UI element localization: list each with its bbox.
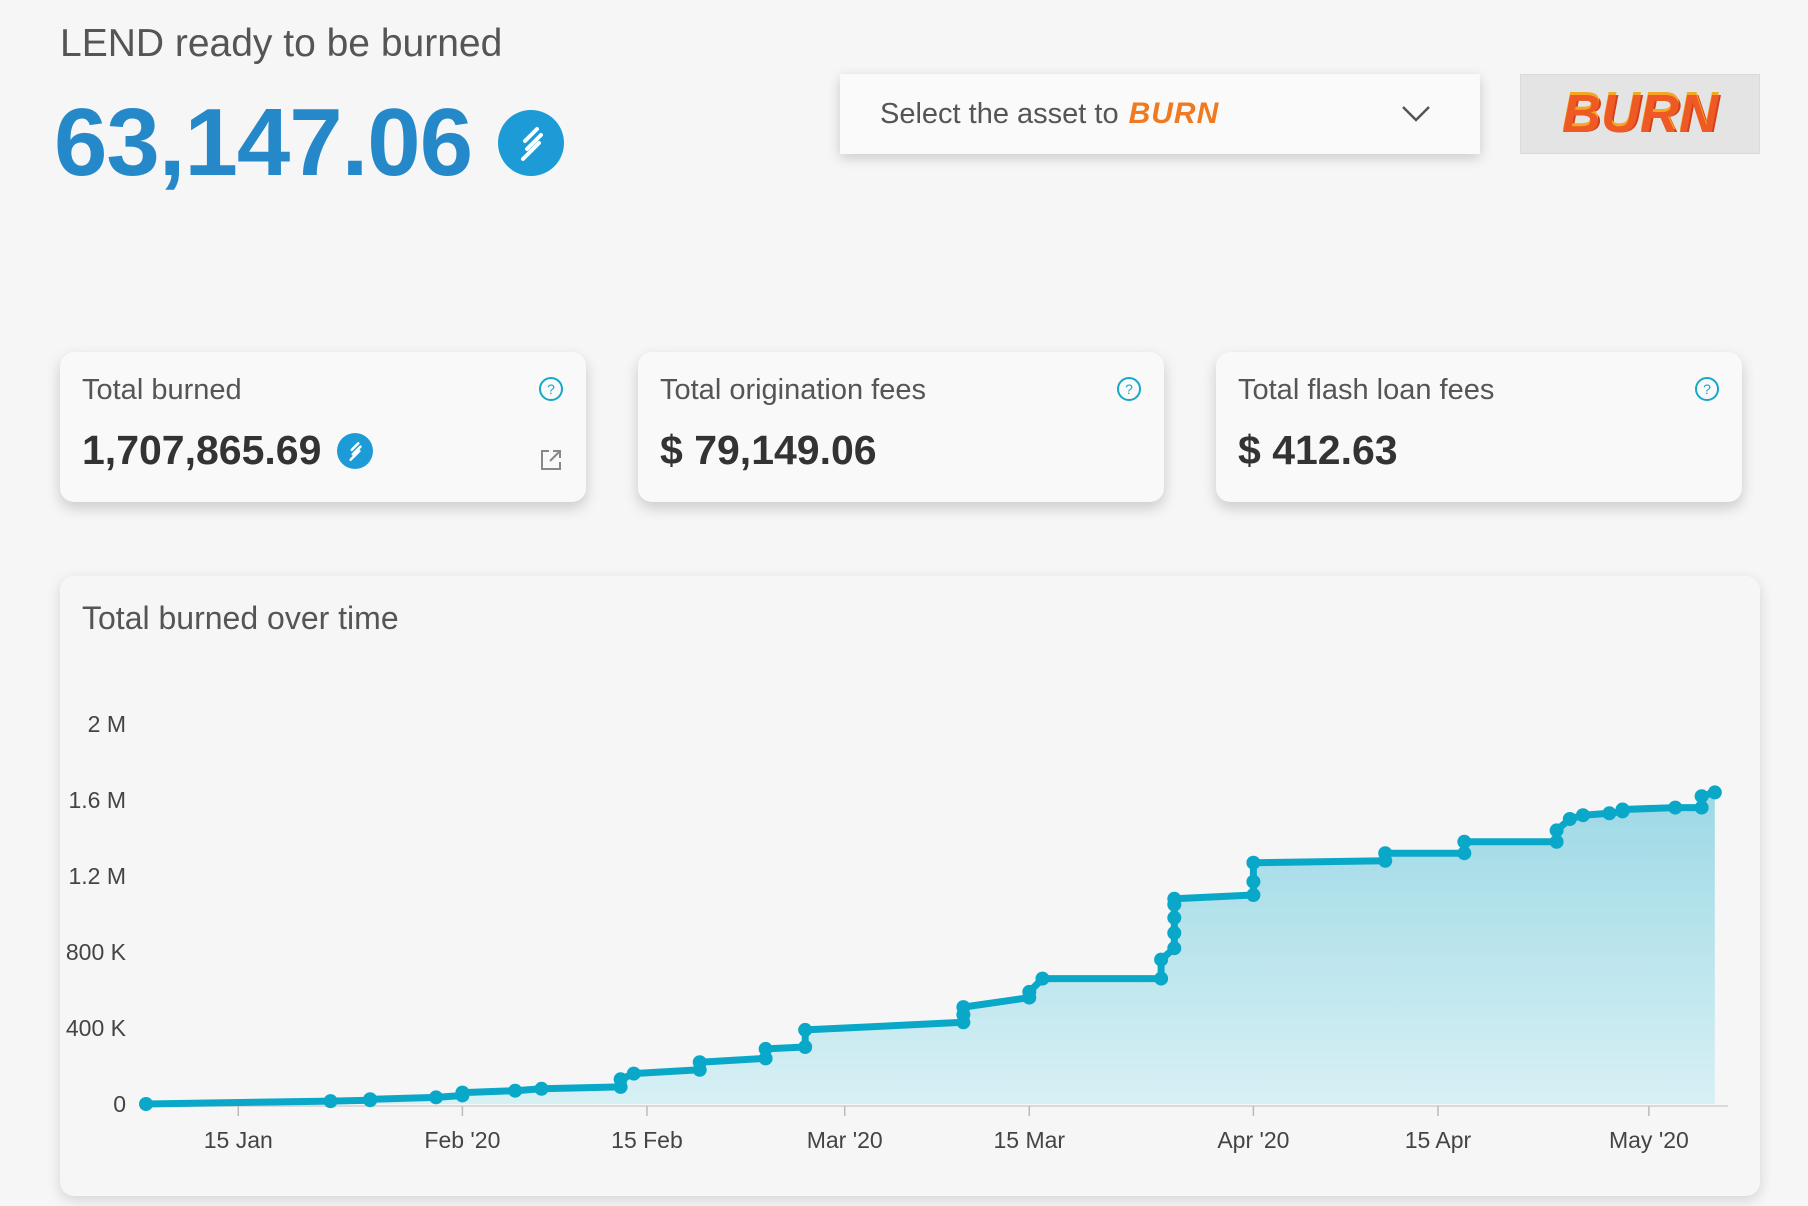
help-icon[interactable]: ? [1116,376,1142,407]
chevron-down-icon [1400,100,1432,133]
data-point[interactable] [956,1000,971,1015]
data-point[interactable] [1694,789,1709,804]
burn-button-label: BURN [1562,84,1718,144]
total-origination-fees-label: Total origination fees [660,374,926,406]
x-tick-label: May '20 [1609,1127,1689,1153]
total-burned-label: Total burned [82,374,242,406]
asset-select[interactable]: Select the asset to BURN [840,74,1480,154]
y-tick-label: 2 M [88,711,126,737]
x-tick-label: Mar '20 [807,1127,883,1153]
data-point[interactable] [363,1092,378,1107]
data-point[interactable] [1694,800,1709,815]
x-tick-label: 15 Apr [1405,1127,1472,1153]
data-point[interactable] [1154,952,1169,967]
total-burned-card: Total burned 1,707,865.69 ? [60,352,586,502]
page-title: LEND ready to be burned [60,22,503,65]
data-point[interactable] [1549,834,1564,849]
data-point[interactable] [758,1041,773,1056]
external-link-icon[interactable] [538,447,564,478]
data-point[interactable] [1615,802,1630,817]
data-point[interactable] [798,1040,813,1054]
data-point[interactable] [1457,834,1472,849]
data-point[interactable] [139,1097,153,1111]
data-point[interactable] [1246,888,1261,902]
svg-text:?: ? [1703,381,1711,397]
data-point[interactable] [1575,808,1590,823]
total-flash-loan-fees-label: Total flash loan fees [1238,374,1495,406]
data-point[interactable] [429,1090,444,1105]
data-point[interactable] [1035,971,1050,986]
data-point[interactable] [1167,941,1182,956]
data-point[interactable] [626,1066,641,1081]
svg-text:?: ? [1125,381,1133,397]
ready-to-burn-amount: 63,147.06 [54,89,473,196]
data-point[interactable] [692,1055,707,1070]
chart-title: Total burned over time [82,600,399,636]
x-tick-label: Feb '20 [424,1127,500,1153]
total-origination-fees-card: Total origination fees $ 79,149.06 ? [638,352,1164,502]
data-point[interactable] [1246,874,1261,889]
y-tick-label: 800 K [66,939,127,965]
asset-select-prefix: Select the asset to [880,97,1119,130]
ready-to-burn-amount-row: 63,147.06 [54,88,565,198]
data-point[interactable] [798,1022,813,1037]
y-tick-label: 1.2 M [68,863,126,889]
data-point[interactable] [1167,891,1182,906]
data-point[interactable] [1668,800,1683,815]
asset-select-burn-word: BURN [1128,97,1220,130]
data-point[interactable] [1167,910,1182,925]
data-point[interactable] [455,1085,470,1100]
data-point[interactable] [534,1081,549,1096]
total-burned-chart-card: Total burned over time 0 400 K 800 K 1.2 M 1… [60,576,1760,1196]
total-burned-chart: 0 400 K 800 K 1.2 M 1.6 M 2 M 15 Jan Feb '20 15… [66,711,1728,1153]
svg-text:?: ? [547,381,555,397]
data-point[interactable] [1549,823,1564,838]
data-point[interactable] [1167,926,1182,940]
burn-button[interactable]: BURN [1520,74,1760,154]
data-point[interactable] [1378,846,1393,861]
data-point[interactable] [1602,806,1617,821]
data-point[interactable] [1457,846,1472,861]
total-burned-value: 1,707,865.69 [82,427,322,473]
data-point[interactable] [1707,785,1722,800]
help-icon[interactable]: ? [538,376,564,407]
data-point[interactable] [1154,971,1169,986]
y-tick-label: 0 [113,1091,126,1117]
total-flash-loan-fees-card: Total flash loan fees $ 412.63 ? [1216,352,1742,502]
data-point[interactable] [323,1094,338,1109]
total-origination-fees-value: $ 79,149.06 [660,427,877,473]
data-point[interactable] [613,1072,628,1087]
data-point[interactable] [508,1083,523,1098]
y-tick-label: 1.6 M [68,787,126,813]
chart-area [146,792,1715,1104]
total-burned-value-row: 1,707,865.69 [82,427,564,474]
data-point[interactable] [1022,984,1037,999]
x-tick-label: 15 Feb [611,1127,683,1153]
x-tick-label: Apr '20 [1217,1127,1289,1153]
data-point[interactable] [1246,855,1261,870]
x-tick-label: 15 Jan [204,1127,273,1153]
total-flash-loan-fees-value: $ 412.63 [1238,427,1398,473]
data-point[interactable] [1562,812,1577,826]
x-tick-label: 15 Mar [993,1127,1065,1153]
y-tick-label: 400 K [66,1015,127,1041]
help-icon[interactable]: ? [1694,376,1720,407]
lend-token-icon [337,432,374,469]
lend-token-icon [498,110,565,176]
